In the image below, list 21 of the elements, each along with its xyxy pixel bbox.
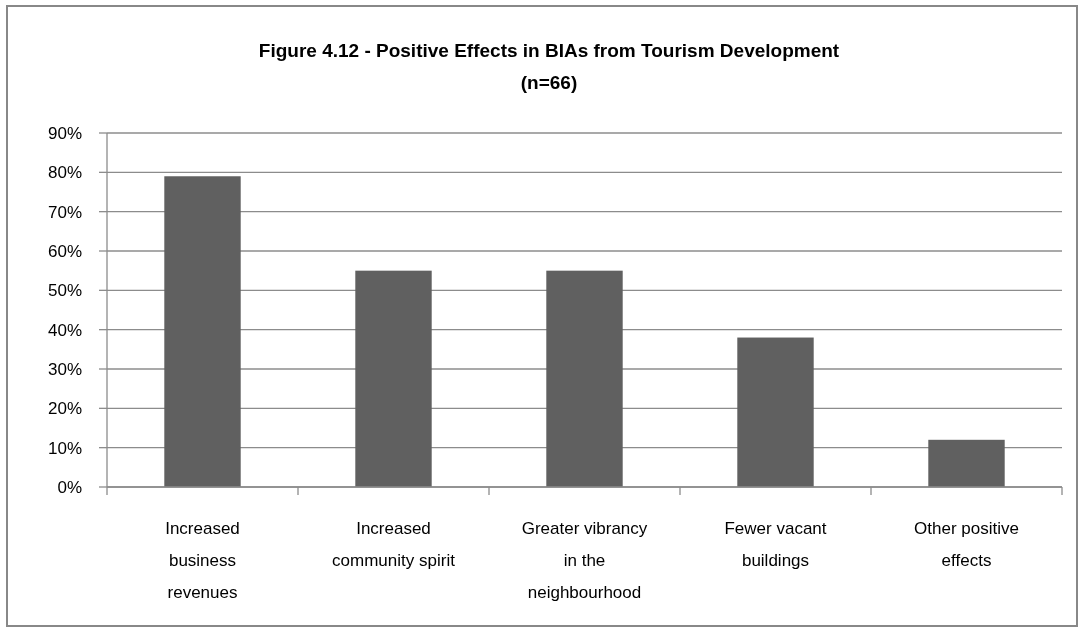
y-tick-label: 70% [47,202,82,222]
bar [164,176,241,487]
y-tick-label: 20% [47,399,82,419]
y-tick-label: 0% [57,477,82,497]
y-tick-label: 90% [47,123,82,143]
y-tick-label: 80% [47,163,82,183]
y-tick-label: 50% [47,281,82,301]
x-tick-label: Increased business revenues [165,518,240,602]
x-tick-label: Other positive effects [914,518,1019,570]
bar [737,337,814,487]
x-tick-label: Increased community spirit [332,518,456,570]
bar [546,270,623,487]
x-tick-label: Fewer vacant buildings [724,518,827,570]
bar [928,439,1005,487]
y-tick-label: 40% [47,320,82,340]
x-tick-label: Greater vibrancy in the neighbourhood [521,518,648,602]
bar [355,270,432,487]
y-tick-label: 60% [47,241,82,261]
y-tick-label: 30% [47,359,82,379]
chart-title: Figure 4.12 - Positive Effects in BIAs from Tourism Development (n=66) [258,40,840,93]
y-tick-label: 10% [47,438,82,458]
